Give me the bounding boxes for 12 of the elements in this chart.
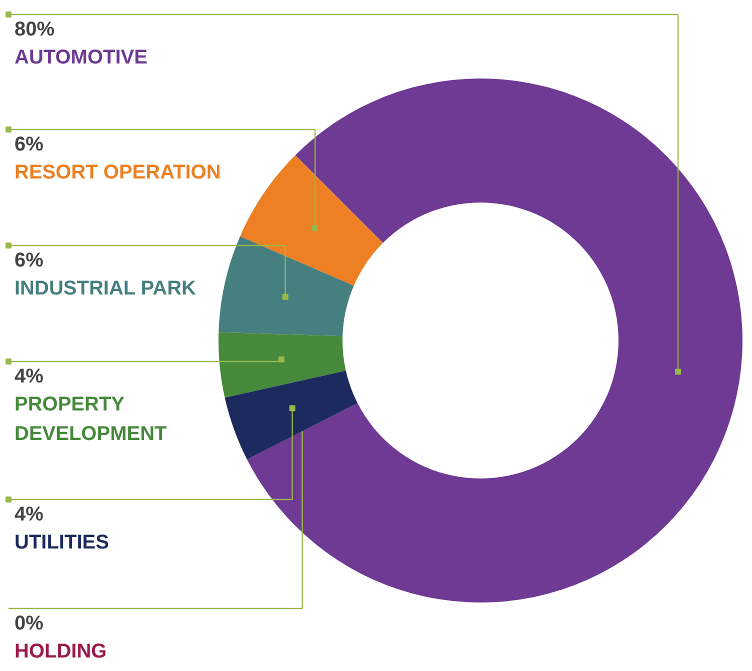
slice-label: PROPERTY DEVELOPMENT [14,394,167,446]
text: 0% [14,612,44,634]
category-label: HOLDING [14,640,107,662]
slice-label: INDUSTRIAL PARK [14,278,197,300]
data-label: 6% [14,250,44,272]
data-label: 6% [14,134,44,156]
slice-label: AUTOMOTIVE [14,46,148,68]
data-label: 4% [14,366,44,388]
slice-label: RESORT OPERATION [14,162,221,184]
slice-label: UTILITIES [14,532,109,554]
data-label: 80% [14,18,55,40]
data-label: 4% [14,504,44,526]
